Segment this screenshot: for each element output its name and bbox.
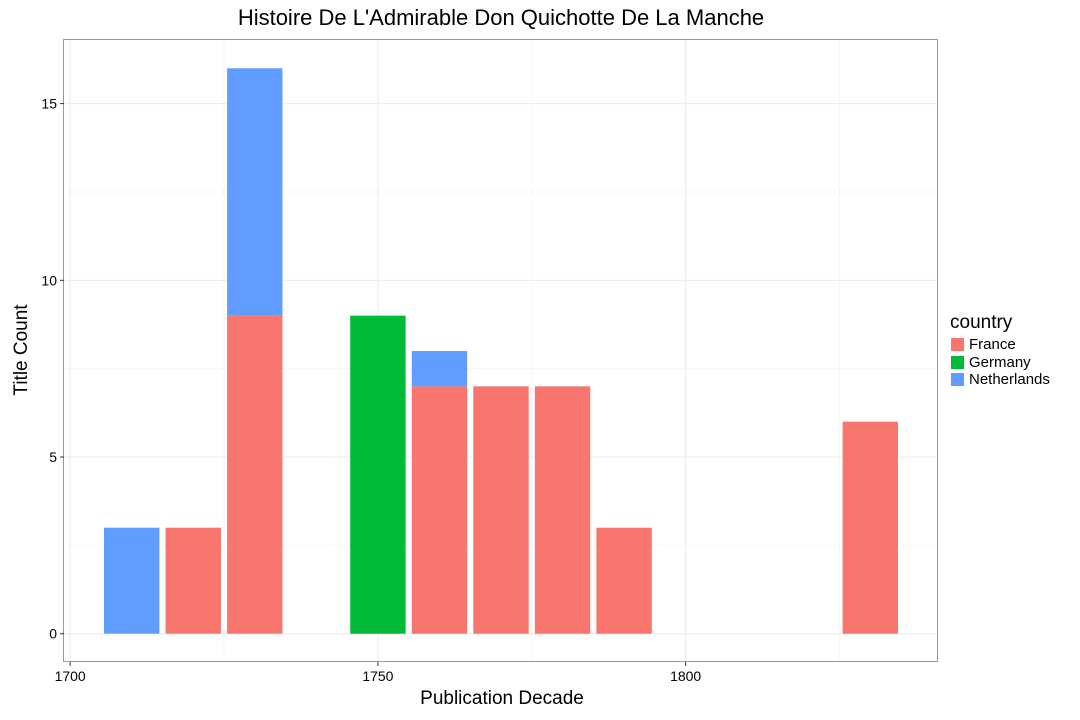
y-tick-label: 10 bbox=[41, 272, 57, 288]
bar-germany-1750 bbox=[350, 315, 406, 634]
bar-france-1830 bbox=[842, 421, 898, 634]
legend-item-netherlands: Netherlands bbox=[950, 371, 1050, 389]
legend-title: country bbox=[950, 312, 1013, 333]
bar-netherlands-1760 bbox=[411, 351, 468, 387]
plot-panel-border bbox=[63, 39, 938, 662]
bar-france-1730 bbox=[227, 315, 283, 634]
legend-swatch-netherlands bbox=[950, 372, 965, 388]
y-tick-label: 5 bbox=[49, 449, 57, 465]
legend-item-germany: Germany bbox=[950, 354, 1050, 372]
x-tick-label: 1700 bbox=[55, 668, 86, 684]
legend-item-france: France bbox=[950, 336, 1050, 354]
bar-france-1790 bbox=[596, 527, 652, 634]
legend-items: France Germany Netherlands bbox=[950, 336, 1050, 389]
bar-france-1720 bbox=[165, 527, 221, 634]
bar-netherlands-1730 bbox=[227, 68, 283, 316]
legend: country France Germany Netherlands bbox=[950, 312, 1050, 389]
bar-netherlands-1710 bbox=[104, 527, 160, 634]
x-tick-label: 1750 bbox=[362, 668, 393, 684]
bar-france-1760 bbox=[411, 386, 468, 634]
legend-label: France bbox=[969, 336, 1016, 354]
legend-label: Netherlands bbox=[969, 371, 1050, 389]
legend-swatch-france bbox=[950, 337, 965, 353]
axes: 0 5 10 15 1700 1750 1800 bbox=[41, 96, 701, 684]
chart-title: Histoire De L'Admirable Don Quichotte De… bbox=[237, 5, 765, 30]
bars bbox=[104, 68, 898, 634]
bar-france-1770 bbox=[473, 386, 529, 634]
bar-france-1780 bbox=[534, 386, 591, 634]
x-tick-label: 1800 bbox=[670, 668, 701, 684]
x-axis-label: Publication Decade bbox=[420, 688, 584, 709]
legend-swatch-germany bbox=[950, 354, 965, 370]
y-tick-label: 0 bbox=[49, 626, 57, 642]
y-tick-label: 15 bbox=[41, 96, 57, 112]
legend-label: Germany bbox=[969, 353, 1031, 371]
